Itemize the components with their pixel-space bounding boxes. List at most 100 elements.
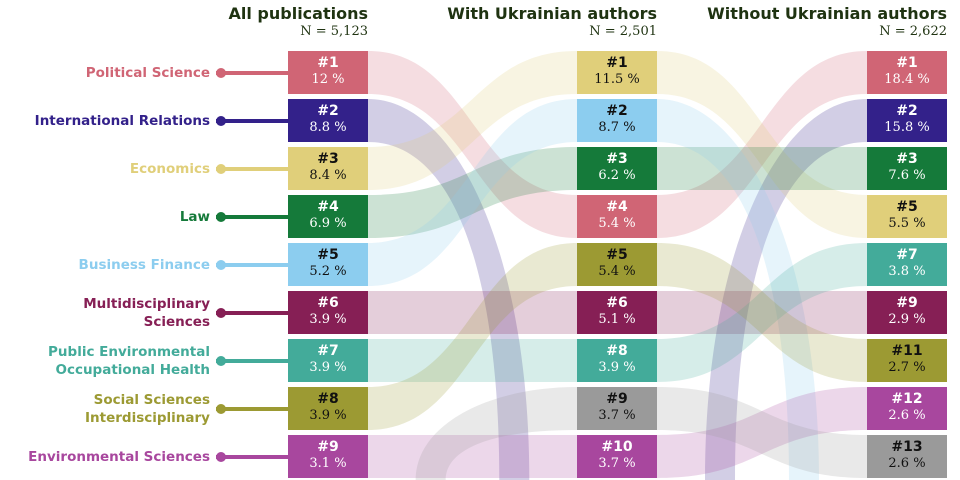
connector-dot: [216, 451, 226, 462]
rank-percent: 5.4 %: [598, 264, 636, 279]
rank-number: #6: [317, 295, 339, 311]
rank-percent: 5.4 %: [598, 216, 636, 231]
rank-box: #9 3.7 %: [577, 387, 657, 430]
connector-line: [216, 454, 288, 459]
rank-box: #1 12 %: [288, 51, 368, 94]
rank-box: #5 5.4 %: [577, 243, 657, 286]
rank-percent: 2.7 %: [888, 360, 926, 375]
rank-number: #9: [896, 295, 918, 311]
rank-number: #13: [891, 439, 923, 455]
connector-dot: [216, 115, 226, 126]
rank-number: #5: [606, 247, 628, 263]
rank-percent: 3.9 %: [309, 312, 347, 327]
column-n: N = 2,501: [589, 24, 657, 39]
rank-number: #6: [606, 295, 628, 311]
flow-band: [705, 99, 867, 480]
connector-dot: [216, 211, 226, 222]
rank-number: #5: [317, 247, 339, 263]
connector-line: [216, 214, 288, 219]
rank-number: #7: [896, 247, 918, 263]
column-header: Without Ukrainian authors N = 2,622: [707, 4, 947, 39]
rank-box: #5 5.5 %: [867, 195, 947, 238]
rank-percent: 3.8 %: [888, 264, 926, 279]
rank-number: #2: [317, 103, 339, 119]
flow-band: [368, 435, 577, 478]
rank-box: #9 3.1 %: [288, 435, 368, 478]
rank-number: #2: [606, 103, 628, 119]
flow-band: [657, 99, 819, 480]
rank-percent: 8.4 %: [309, 168, 347, 183]
rank-number: #12: [891, 391, 923, 407]
rank-box: #1 18.4 %: [867, 51, 947, 94]
rank-percent: 11.5 %: [594, 72, 640, 87]
rank-box: #11 2.7 %: [867, 339, 947, 382]
rank-number: #1: [896, 55, 918, 71]
rank-percent: 3.9 %: [598, 360, 636, 375]
rank-box: #3 7.6 %: [867, 147, 947, 190]
rank-percent: 3.7 %: [598, 408, 636, 423]
rank-percent: 12 %: [311, 72, 345, 87]
category-label: Business Finance: [78, 256, 210, 273]
rank-box: #13 2.6 %: [867, 435, 947, 478]
rank-box: #2 8.8 %: [288, 99, 368, 142]
rank-number: #3: [317, 151, 339, 167]
category-label: Environmental Sciences: [28, 448, 210, 465]
column-title: All publications: [228, 4, 368, 23]
rank-percent: 2.6 %: [888, 408, 926, 423]
rank-percent: 5.1 %: [598, 312, 636, 327]
rank-percent: 3.9 %: [309, 408, 347, 423]
flow-band: [657, 243, 867, 382]
connector-line: [216, 310, 288, 315]
rank-box: #2 8.7 %: [577, 99, 657, 142]
rank-box: #2 15.8 %: [867, 99, 947, 142]
flow-band: [368, 339, 577, 382]
category-label: Law: [179, 208, 210, 225]
rank-box: #4 6.9 %: [288, 195, 368, 238]
connector-dot: [216, 259, 226, 270]
column-header: All publications N = 5,123: [228, 4, 368, 39]
rank-number: #4: [606, 199, 628, 215]
column-n: N = 2,622: [879, 24, 947, 39]
connector-dot: [216, 163, 226, 174]
rank-box: #3 6.2 %: [577, 147, 657, 190]
column-n: N = 5,123: [300, 24, 368, 39]
rank-number: #10: [601, 439, 633, 455]
connector-dot: [216, 307, 226, 318]
rank-percent: 2.6 %: [888, 456, 926, 471]
category-label: Economics: [129, 160, 210, 177]
flow-band: [368, 51, 577, 190]
rank-box: #10 3.7 %: [577, 435, 657, 478]
connector-line: [216, 406, 288, 411]
rank-percent: 2.9 %: [888, 312, 926, 327]
rank-percent: 7.6 %: [888, 168, 926, 183]
rank-percent: 15.8 %: [884, 120, 930, 135]
rank-number: #2: [896, 103, 918, 119]
column-header: With Ukrainian authors N = 2,501: [447, 4, 657, 39]
connector-line: [216, 166, 288, 171]
rank-percent: 3.1 %: [309, 456, 347, 471]
rank-box: #7 3.8 %: [867, 243, 947, 286]
rank-number: #11: [891, 343, 923, 359]
rank-box: #8 3.9 %: [577, 339, 657, 382]
flow-band: [657, 387, 867, 478]
rank-box: #3 8.4 %: [288, 147, 368, 190]
rank-number: #4: [317, 199, 339, 215]
rank-percent: 3.7 %: [598, 456, 636, 471]
column-title: With Ukrainian authors: [447, 4, 657, 23]
connector-line: [216, 262, 288, 267]
rank-percent: 5.5 %: [888, 216, 926, 231]
flow-band: [415, 387, 577, 480]
rank-box: #6 5.1 %: [577, 291, 657, 334]
rank-box: #12 2.6 %: [867, 387, 947, 430]
flow-band: [368, 51, 577, 238]
flow-band: [657, 243, 867, 382]
category-label: Social Sciences Interdisciplinary: [85, 391, 210, 426]
rank-box: #5 5.2 %: [288, 243, 368, 286]
rank-box: #8 3.9 %: [288, 387, 368, 430]
rank-percent: 8.7 %: [598, 120, 636, 135]
connector-dot: [216, 355, 226, 366]
flow-band: [368, 243, 577, 430]
flow-band: [368, 147, 577, 238]
connector-line: [216, 358, 288, 363]
rank-number: #1: [606, 55, 628, 71]
